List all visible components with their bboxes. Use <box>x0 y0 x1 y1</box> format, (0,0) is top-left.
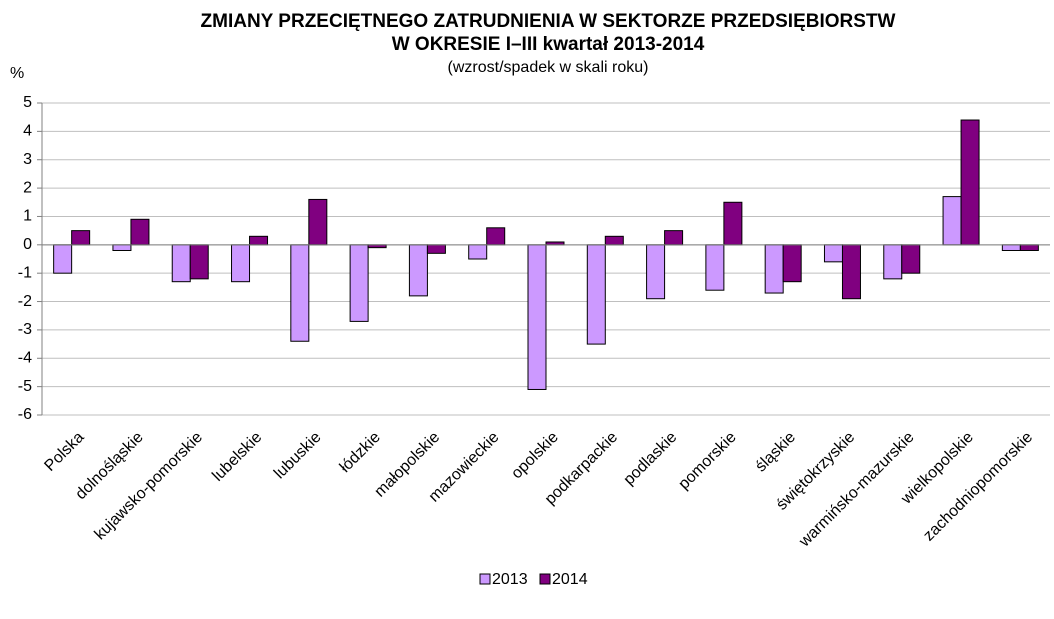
x-tick-label: warmińsko-mazurskie <box>795 429 917 551</box>
bar <box>290 244 310 342</box>
y-axis-label: % <box>10 65 24 82</box>
bar <box>664 230 684 246</box>
y-tick-label: -6 <box>18 406 32 423</box>
bar <box>883 244 903 280</box>
legend-swatch <box>479 573 491 585</box>
y-tick-label: -1 <box>18 264 32 281</box>
bar <box>527 244 547 390</box>
bar <box>604 235 624 246</box>
y-tick-label: 5 <box>23 94 32 111</box>
bar <box>112 244 132 251</box>
bar <box>426 244 446 254</box>
bar <box>349 244 369 322</box>
bar <box>130 218 150 246</box>
bar <box>171 244 191 283</box>
y-tick-label: -5 <box>18 378 32 395</box>
x-tick-label: podlaskie <box>621 429 681 489</box>
x-tick-label: opolskie <box>508 429 562 483</box>
bar <box>586 244 606 345</box>
legend-swatch <box>539 573 551 585</box>
y-tick-label: 2 <box>23 179 32 196</box>
x-tick-label: lubuskie <box>271 429 325 483</box>
bar <box>468 244 488 260</box>
bar <box>249 235 269 246</box>
y-tick-label: 0 <box>23 236 32 253</box>
chart-title: ZMIANY PRZECIĘTNEGO ZATRUDNIENIA W SEKTO… <box>201 11 896 32</box>
bar <box>705 244 725 291</box>
x-tick-label: zachodniopomorskie <box>920 429 1036 545</box>
y-tick-label: 3 <box>23 151 32 168</box>
legend-label: 2014 <box>552 571 588 588</box>
bar <box>71 230 91 246</box>
bar <box>646 244 666 300</box>
bar <box>189 244 209 280</box>
bar <box>231 244 251 283</box>
chart-subtitle: (wzrost/spadek w skali roku) <box>448 59 649 76</box>
x-tick-label: kujawsko-pomorskie <box>92 429 207 544</box>
bar <box>723 201 743 246</box>
bar <box>764 244 784 294</box>
bar <box>1019 244 1039 251</box>
x-tick-label: Polska <box>41 429 87 475</box>
y-tick-label: 4 <box>23 123 32 140</box>
bar <box>1001 244 1021 251</box>
bar <box>960 119 980 246</box>
bar <box>782 244 802 283</box>
chart-title: W OKRESIE I–III kwartał 2013-2014 <box>392 34 705 55</box>
x-tick-label: pomorskie <box>675 429 739 493</box>
legend-label: 2013 <box>492 571 528 588</box>
bar <box>486 227 506 246</box>
bar <box>942 196 962 246</box>
y-tick-label: -4 <box>18 349 32 366</box>
bar <box>823 244 843 263</box>
y-tick-label: 1 <box>23 208 32 225</box>
bar <box>841 244 861 300</box>
x-tick-label: łódzkie <box>337 429 384 476</box>
bar <box>53 244 73 274</box>
bar <box>901 244 921 274</box>
y-tick-label: -2 <box>18 293 32 310</box>
x-tick-label: śląskie <box>752 429 799 476</box>
y-tick-label: -3 <box>18 321 32 338</box>
bar <box>308 198 328 246</box>
x-tick-label: lubelskie <box>209 429 265 485</box>
bar <box>408 244 428 297</box>
